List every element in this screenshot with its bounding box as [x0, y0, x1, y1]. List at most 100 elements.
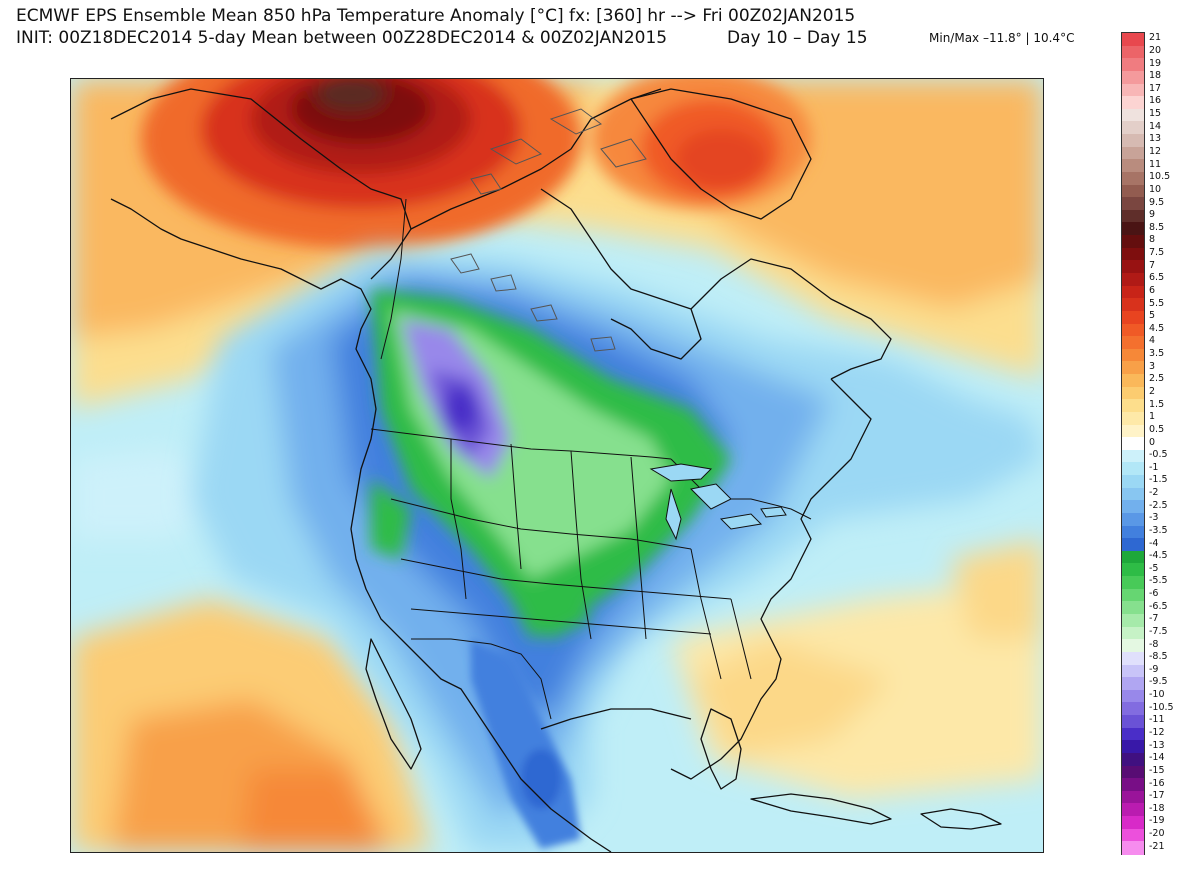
legend-swatch	[1122, 563, 1144, 577]
legend-swatch	[1122, 235, 1144, 249]
legend-label: 0.5	[1149, 423, 1165, 435]
legend-label: 13	[1149, 133, 1162, 145]
legend-swatch	[1122, 626, 1144, 640]
legend-label: 10.5	[1149, 171, 1171, 183]
legend-label: 7.5	[1149, 247, 1165, 259]
legend-label: 4	[1149, 335, 1156, 347]
legend-swatch	[1122, 336, 1144, 350]
legend-swatch	[1122, 462, 1144, 476]
legend-swatch	[1122, 500, 1144, 514]
legend-label: -6.5	[1149, 600, 1168, 612]
legend-label: -13	[1149, 739, 1165, 751]
legend-swatch	[1122, 677, 1144, 691]
legend-swatch	[1122, 108, 1144, 122]
legend-label: 5.5	[1149, 297, 1165, 309]
legend-label: 1.5	[1149, 398, 1165, 410]
legend-swatch	[1122, 146, 1144, 160]
legend-label: -11	[1149, 714, 1165, 726]
legend-swatch	[1122, 803, 1144, 817]
legend-swatch	[1122, 323, 1144, 337]
legend-swatch	[1122, 664, 1144, 678]
legend-label: 12	[1149, 145, 1162, 157]
legend-label: 5	[1149, 310, 1156, 322]
legend-label: 17	[1149, 82, 1162, 94]
legend-label: -15	[1149, 764, 1165, 776]
legend-swatch	[1122, 272, 1144, 287]
legend-swatch	[1122, 715, 1144, 729]
legend-swatch	[1122, 689, 1144, 704]
legend-swatch	[1122, 58, 1144, 72]
legend-label: -4	[1149, 537, 1159, 549]
great-lakes	[649, 463, 787, 541]
legend-swatch	[1122, 437, 1144, 451]
map-title: ECMWF EPS Ensemble Mean 850 hPa Temperat…	[16, 6, 856, 26]
legend-swatch	[1122, 790, 1144, 805]
legend-swatch	[1122, 222, 1144, 236]
legend-swatch	[1122, 828, 1144, 842]
cold-core	[371, 289, 731, 639]
legend-swatch	[1122, 361, 1144, 375]
legend-label: 2	[1149, 385, 1156, 397]
legend-label: -5.5	[1149, 575, 1168, 587]
color-legend-labels: 21 20 19 18 17 16 15 14 13 12 11 10.5 10 9.5 9 8.5 8 7.5 7…	[1149, 32, 1199, 855]
legend-label: 8	[1149, 234, 1156, 246]
legend-swatch	[1122, 184, 1144, 198]
color-legend-bar	[1121, 32, 1145, 855]
legend-swatch	[1122, 171, 1144, 186]
legend-swatch	[1122, 841, 1144, 855]
legend-label: -18	[1149, 802, 1165, 814]
legend-swatch	[1122, 70, 1144, 85]
legend-label: -5	[1149, 562, 1159, 574]
legend-swatch	[1122, 588, 1144, 602]
legend-label: -1.5	[1149, 474, 1168, 486]
legend-swatch	[1122, 310, 1144, 325]
legend-swatch	[1122, 487, 1144, 501]
legend-label: 3.5	[1149, 348, 1165, 360]
legend-swatch	[1122, 512, 1144, 527]
legend-label: -7.5	[1149, 625, 1168, 637]
legend-label: -10	[1149, 689, 1165, 701]
legend-label: 8.5	[1149, 221, 1165, 233]
legend-label: -16	[1149, 777, 1165, 789]
legend-label: -9	[1149, 663, 1159, 675]
legend-label: -19	[1149, 815, 1165, 827]
legend-swatch	[1122, 651, 1144, 666]
legend-label: 4.5	[1149, 322, 1165, 334]
legend-swatch	[1122, 601, 1144, 615]
legend-swatch	[1122, 614, 1144, 628]
legend-swatch	[1122, 525, 1144, 539]
legend-label: 6.5	[1149, 272, 1165, 284]
legend-label: 20	[1149, 44, 1162, 56]
legend-swatch	[1122, 576, 1144, 590]
legend-swatch	[1122, 33, 1144, 47]
legend-swatch	[1122, 260, 1144, 274]
anomaly-map	[70, 78, 1044, 853]
legend-label: -4.5	[1149, 550, 1168, 562]
anomaly-map-svg	[71, 79, 1043, 852]
legend-label: -3.5	[1149, 524, 1168, 536]
legend-label: 15	[1149, 108, 1162, 120]
legend-swatch	[1122, 386, 1144, 400]
legend-swatch	[1122, 45, 1144, 59]
legend-label: -7	[1149, 613, 1159, 625]
legend-label: -17	[1149, 790, 1165, 802]
legend-swatch	[1122, 159, 1144, 173]
mexico-cold-band	[471, 639, 581, 849]
legend-label: -1	[1149, 461, 1159, 473]
legend-label: -8.5	[1149, 651, 1168, 663]
min-max-readout: Min/Max –11.8° | 10.4°C	[929, 31, 1075, 45]
legend-label: 3	[1149, 360, 1156, 372]
legend-swatch	[1122, 374, 1144, 388]
legend-swatch	[1122, 550, 1144, 565]
legend-swatch	[1122, 816, 1144, 830]
legend-swatch	[1122, 285, 1144, 299]
legend-label: 14	[1149, 120, 1162, 132]
legend-swatch	[1122, 765, 1144, 779]
map-subtitle: INIT: 00Z18DEC2014 5-day Mean between 00…	[16, 28, 668, 48]
legend-swatch	[1122, 399, 1144, 413]
legend-label: -6	[1149, 588, 1159, 600]
legend-swatch	[1122, 96, 1144, 110]
legend-label: 18	[1149, 70, 1162, 82]
legend-label: -2.5	[1149, 499, 1168, 511]
legend-swatch	[1122, 247, 1144, 261]
